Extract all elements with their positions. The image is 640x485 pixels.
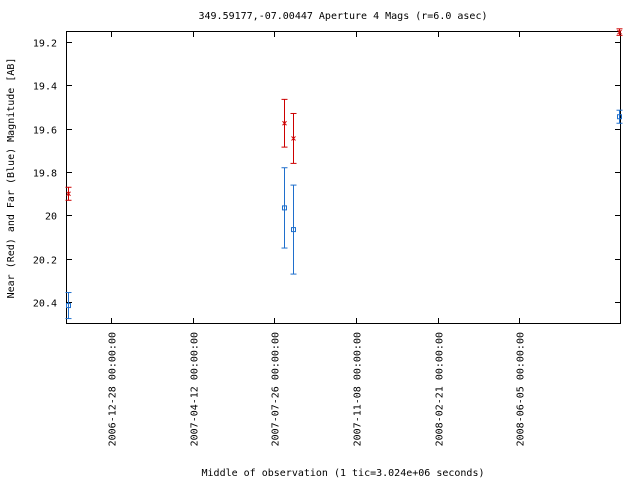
y-tick-label: 19.2 [33, 39, 57, 50]
data-point [66, 303, 71, 309]
series-1 [65, 109, 623, 320]
y-tick-label: 20.4 [33, 299, 57, 310]
data-point [282, 120, 287, 126]
y-tick-label: 20.2 [33, 256, 57, 267]
x-tick-label: 2008-06-05 00:00:00 [516, 332, 527, 446]
data-point [282, 205, 287, 211]
x-axis-label: Middle of observation (1 tic=3.024e+06 s… [202, 468, 485, 479]
data-point [617, 29, 622, 35]
y-tick-label: 19.4 [33, 82, 57, 93]
x-tick-label: 2007-11-08 00:00:00 [353, 332, 364, 446]
x-tick-label: 2008-02-21 00:00:00 [435, 332, 446, 446]
x-tick-label: 2006-12-28 00:00:00 [108, 332, 119, 446]
y-axis-label: Near (Red) and Far (Blue) Magnitude [AB] [6, 58, 17, 299]
x-tick-label: 2007-04-12 00:00:00 [190, 332, 201, 446]
series-0 [65, 28, 623, 201]
data-point [66, 191, 71, 197]
data-point [291, 227, 296, 233]
data-point [617, 114, 622, 120]
data-point [291, 136, 296, 141]
chart-title: 349.59177,-07.00447 Aperture 4 Mags (r=6… [199, 11, 488, 22]
y-tick-label: 20 [45, 212, 57, 223]
y-tick-label: 19.8 [33, 169, 57, 180]
y-axis: 19.2 19.4 19.6 19.8 20 20.2 20.4 [33, 39, 621, 310]
x-axis: 2006-12-28 00:00:00 2007-04-12 00:00:00 20… [108, 31, 527, 446]
plot-frame [66, 31, 621, 324]
x-tick-label: 2007-07-26 00:00:00 [271, 332, 282, 446]
y-tick-label: 19.6 [33, 126, 57, 137]
data-series-layer [65, 28, 623, 320]
